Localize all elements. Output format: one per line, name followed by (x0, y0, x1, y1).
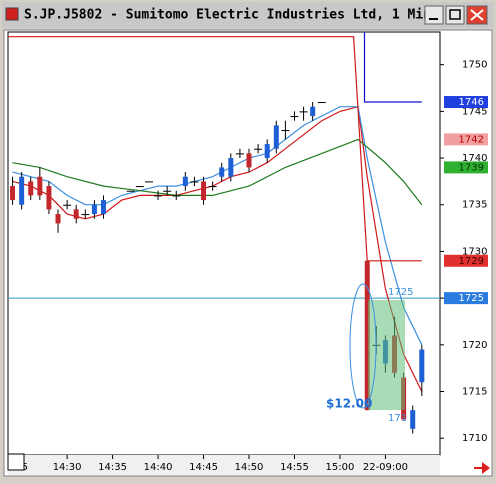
price-tag-label: 1742 (459, 134, 484, 145)
minimize-button[interactable] (424, 5, 444, 25)
annotation: 171 (388, 413, 407, 424)
candle-body (235, 153, 244, 155)
candle-body (410, 410, 416, 429)
candle-body (290, 116, 299, 118)
x-tick-label: 14:45 (189, 462, 218, 473)
candle-body (10, 186, 16, 201)
candle-body (37, 176, 43, 196)
price-tag (444, 292, 488, 305)
candle-body (46, 186, 52, 210)
price-tag (444, 161, 488, 174)
candle-body (73, 209, 79, 219)
price-tag (444, 133, 488, 146)
candle-body (364, 260, 370, 411)
x-tick-label: 14:35 (98, 462, 127, 473)
candle-body (254, 148, 263, 150)
candle-body (246, 153, 252, 168)
y-tick-label: 1745 (462, 106, 487, 117)
candle-body (55, 214, 61, 224)
candle-body (163, 190, 172, 192)
plot: 1710171517201725173017351740174517502514… (8, 32, 488, 473)
candle-body (100, 200, 106, 215)
candle-body (281, 130, 290, 132)
candle-body (126, 190, 135, 192)
candle-body (208, 186, 217, 188)
candle-body (219, 167, 225, 177)
y-tick-label: 1715 (462, 387, 487, 398)
candle-body (144, 181, 153, 183)
y-tick-label: 1735 (462, 200, 487, 211)
candle-body (419, 349, 425, 383)
x-tick-label: 14:55 (280, 462, 309, 473)
candle-body (19, 176, 25, 205)
price-tag-label: 1739 (459, 162, 484, 173)
price-tag (444, 254, 488, 267)
candle-body (28, 181, 34, 196)
y-tick-label: 1750 (462, 60, 487, 71)
y-tick-label: 1720 (462, 340, 487, 351)
y-tick-label: 1740 (462, 153, 487, 164)
x-tick-label: 14:50 (235, 462, 264, 473)
candle-body (264, 144, 270, 159)
price-tag-label: 1725 (459, 293, 484, 304)
title-bar (2, 2, 494, 28)
price-tag (444, 96, 488, 109)
app-icon (5, 7, 19, 21)
ellipse-drawing (349, 283, 377, 409)
x-tick-label: 22-09:00 (363, 462, 408, 473)
indicator-line (363, 32, 422, 103)
corner-box[interactable] (7, 453, 25, 471)
x-tick-label: 14:30 (53, 462, 82, 473)
candle-body (201, 181, 207, 201)
candle-body (172, 195, 181, 197)
highlight-zone (368, 300, 405, 410)
annotation: 1725 (388, 287, 413, 298)
candle-body (310, 106, 316, 117)
y-tick-label: 1730 (462, 246, 487, 257)
candle-body (81, 214, 90, 216)
candle-body (63, 204, 72, 206)
x-tick-label: 14:40 (144, 462, 173, 473)
candle-body (182, 176, 188, 187)
candle-body (317, 102, 326, 104)
candle-body (228, 158, 234, 177)
indicator-line (12, 138, 423, 206)
price-tag-label: 1729 (459, 256, 484, 267)
candle-body (273, 125, 279, 149)
candle-body (91, 204, 97, 215)
close-button[interactable] (466, 5, 488, 25)
candle-body (135, 186, 144, 188)
candle-body (154, 195, 163, 197)
y-tick-label: 1710 (462, 433, 487, 444)
price-tag-label: 1746 (459, 97, 484, 108)
candle-body (299, 111, 308, 113)
scroll-arrow[interactable] (474, 462, 490, 474)
maximize-button[interactable] (445, 5, 465, 25)
window-title: S.JP.J5802 - Sumitomo Electric Industrie… (24, 8, 431, 23)
x-axis-band (8, 455, 440, 475)
x-tick-label: 15:00 (326, 462, 355, 473)
indicator-line (8, 36, 422, 262)
candle-body (190, 181, 199, 183)
annotation: $12.00 (326, 397, 372, 411)
